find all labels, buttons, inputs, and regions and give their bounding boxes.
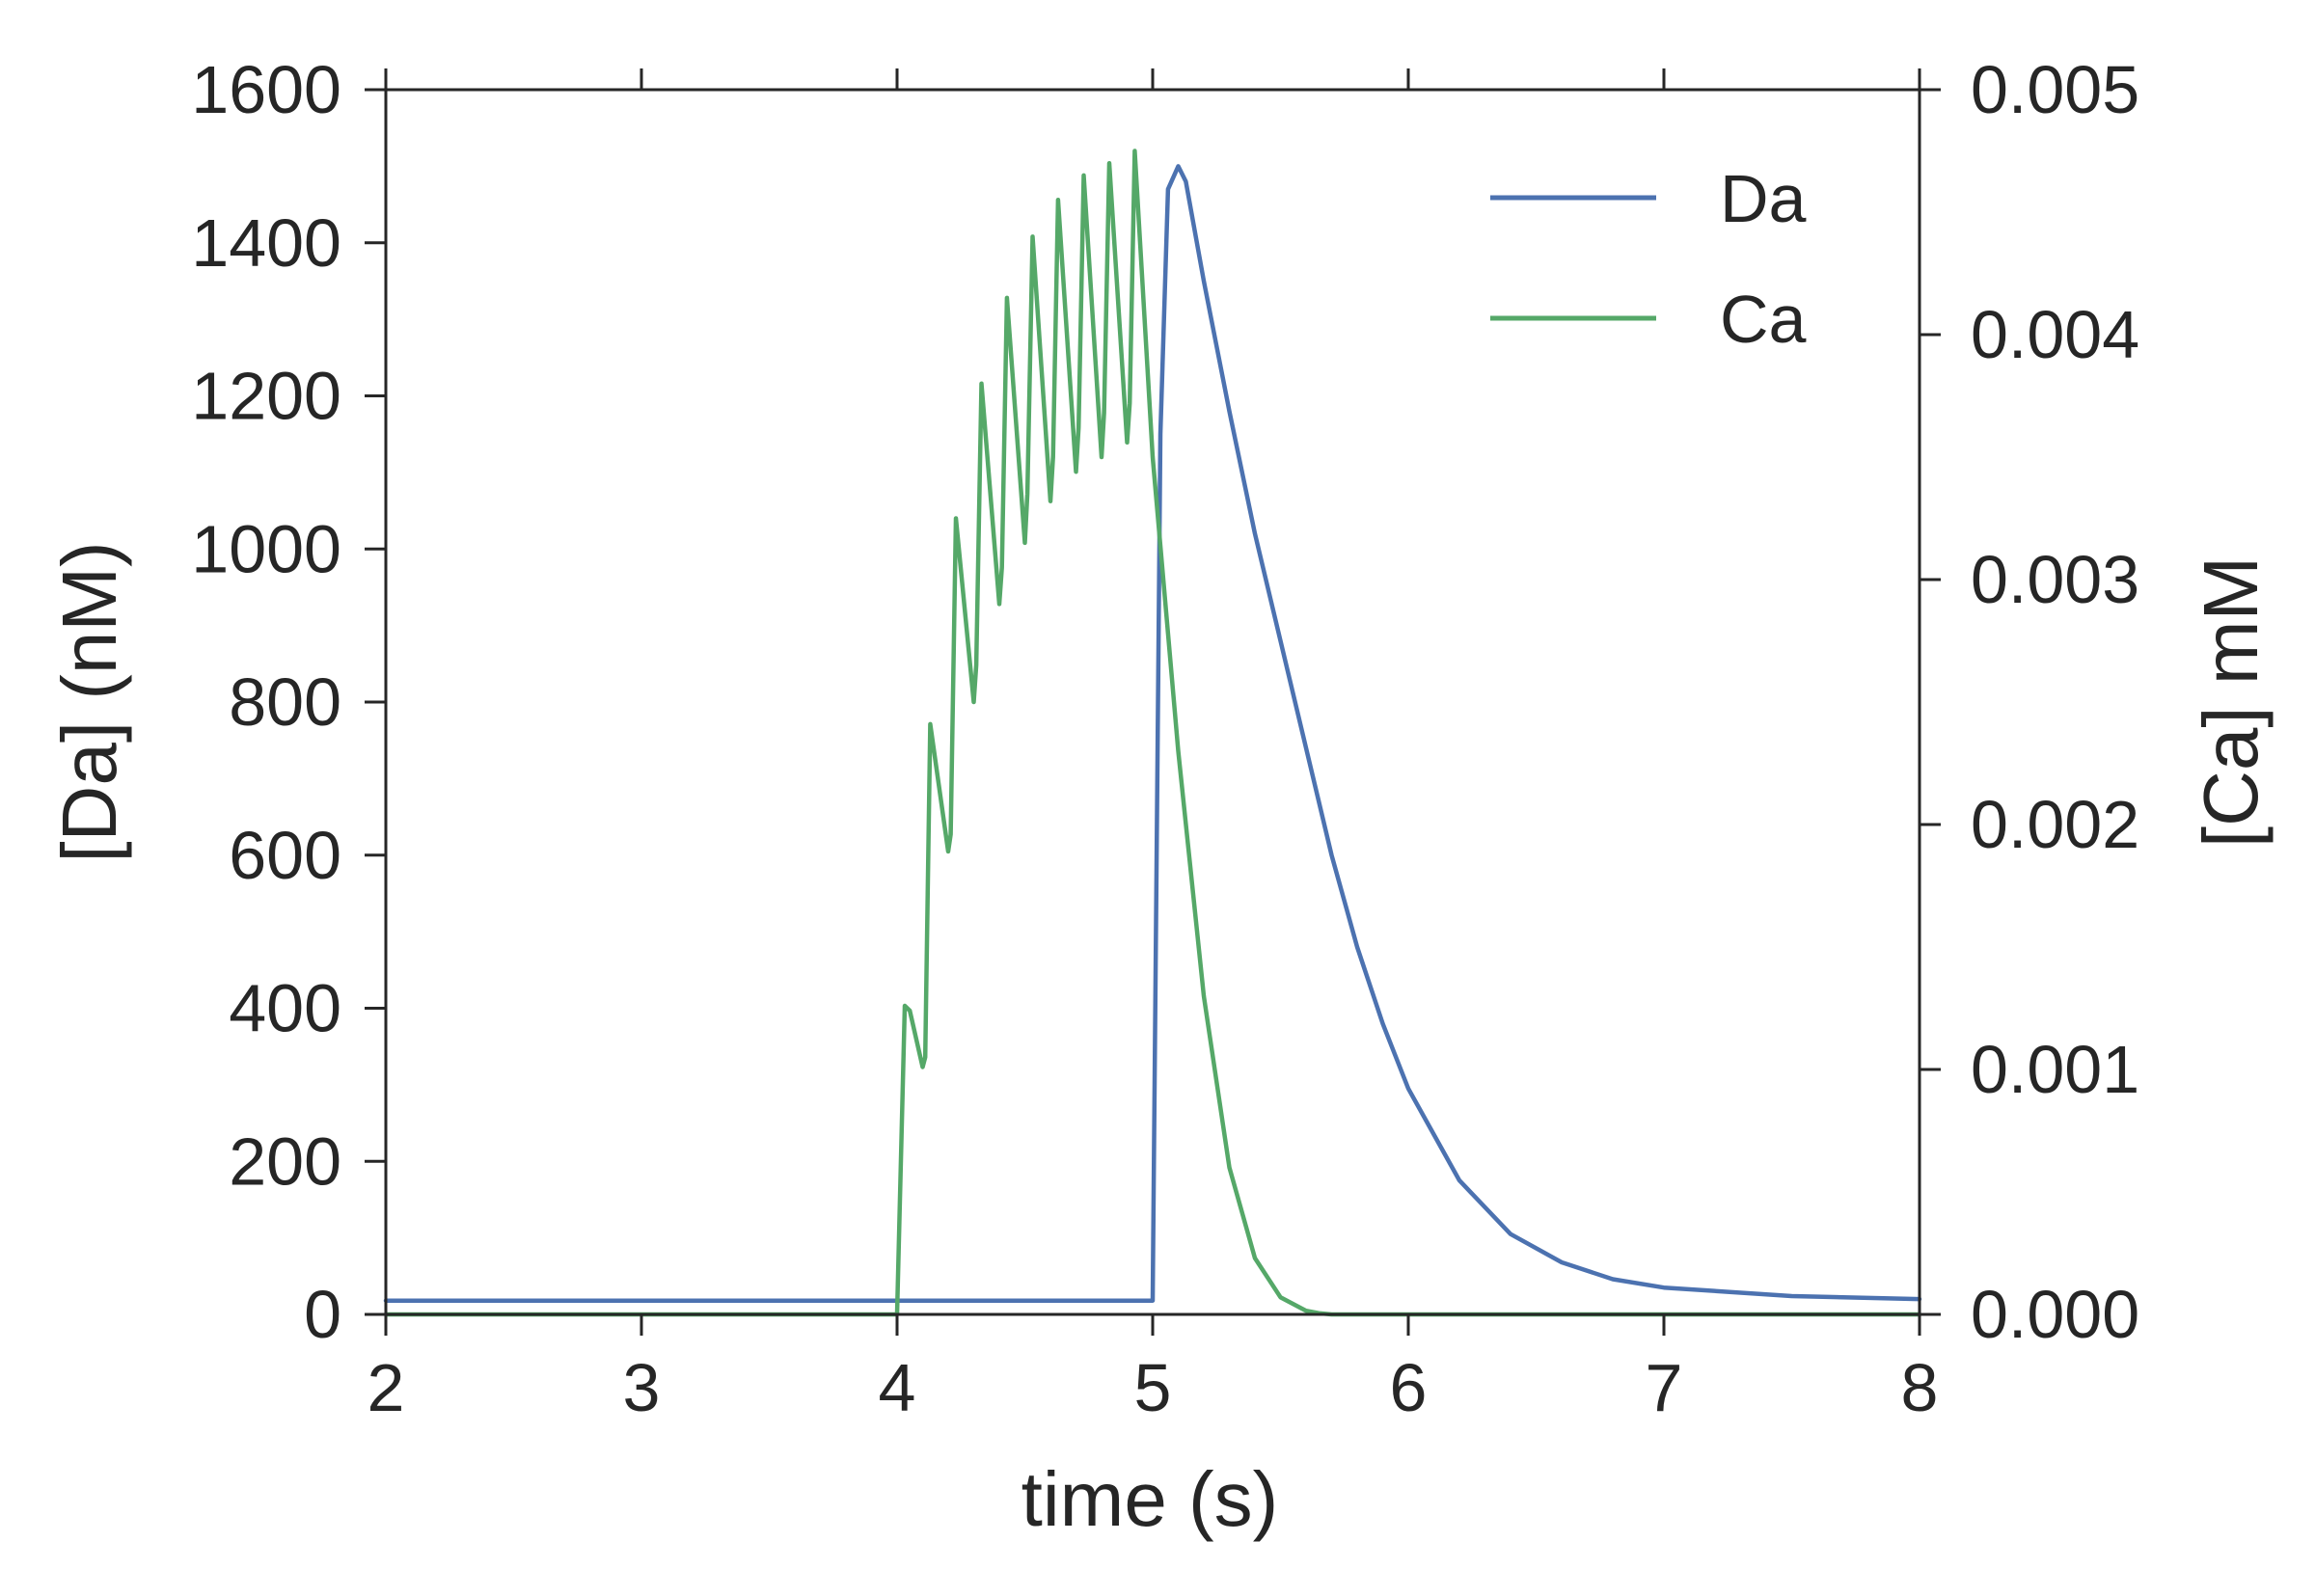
legend-label-ca: Ca	[1720, 282, 1807, 357]
x-tick-label: 4	[879, 1350, 916, 1425]
legend: Da Ca	[1490, 161, 1807, 357]
y-left-tick-label: 400	[229, 971, 341, 1046]
x-tick-label: 7	[1646, 1350, 1683, 1425]
y-right-tick-label: 0.004	[1971, 297, 2139, 372]
y-left-tick-label: 1400	[191, 205, 341, 281]
y-axis-right-label: [Ca] mM	[2188, 556, 2274, 848]
y-axis-left-label: [Da] (nM)	[46, 541, 132, 862]
x-tick-label: 3	[623, 1350, 661, 1425]
series-layer	[383, 149, 1922, 1317]
y-right-tick-label: 0.002	[1971, 787, 2139, 862]
y-right-tick-label: 0.003	[1971, 542, 2139, 617]
y-left-tick-label: 600	[229, 818, 341, 893]
y-right-tick-label: 0.005	[1971, 52, 2139, 127]
legend-label-da: Da	[1720, 161, 1807, 236]
y-left-tick-label: 1200	[191, 359, 341, 434]
y-left-tick-label: 0	[304, 1277, 341, 1352]
y-right-tick-label: 0.000	[1971, 1277, 2139, 1352]
x-tick-label: 5	[1134, 1350, 1172, 1425]
axis-ticks: 2 3 4 5 6 7 8 0 200 400 600 800 1000 1200 1400 1600 0.00…	[191, 52, 2139, 1425]
y-right-tick-label: 0.001	[1971, 1032, 2139, 1107]
x-tick-label: 6	[1390, 1350, 1428, 1425]
series-line-da	[383, 164, 1922, 1303]
x-tick-label: 2	[368, 1350, 405, 1425]
y-left-tick-label: 800	[229, 664, 341, 740]
x-tick-label: 8	[1901, 1350, 1939, 1425]
y-left-tick-label: 200	[229, 1123, 341, 1199]
y-left-tick-label: 1600	[191, 52, 341, 127]
y-left-tick-label: 1000	[191, 511, 341, 586]
series-line-ca	[383, 149, 1922, 1317]
x-axis-label: time (s)	[1021, 1456, 1279, 1542]
